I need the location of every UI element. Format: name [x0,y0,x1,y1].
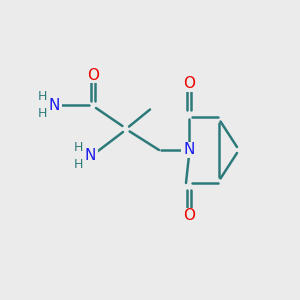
Text: N: N [84,148,96,164]
Text: H: H [74,141,83,154]
Text: H: H [38,90,47,103]
FancyBboxPatch shape [181,142,197,158]
Text: N: N [183,142,195,158]
FancyBboxPatch shape [85,67,101,83]
Text: H: H [74,158,83,171]
FancyBboxPatch shape [181,76,197,92]
Text: O: O [183,208,195,224]
FancyBboxPatch shape [82,148,98,164]
Text: O: O [87,68,99,82]
Text: H: H [38,107,47,120]
Text: O: O [183,76,195,92]
FancyBboxPatch shape [181,208,197,224]
FancyBboxPatch shape [46,97,62,113]
Text: N: N [48,98,60,112]
